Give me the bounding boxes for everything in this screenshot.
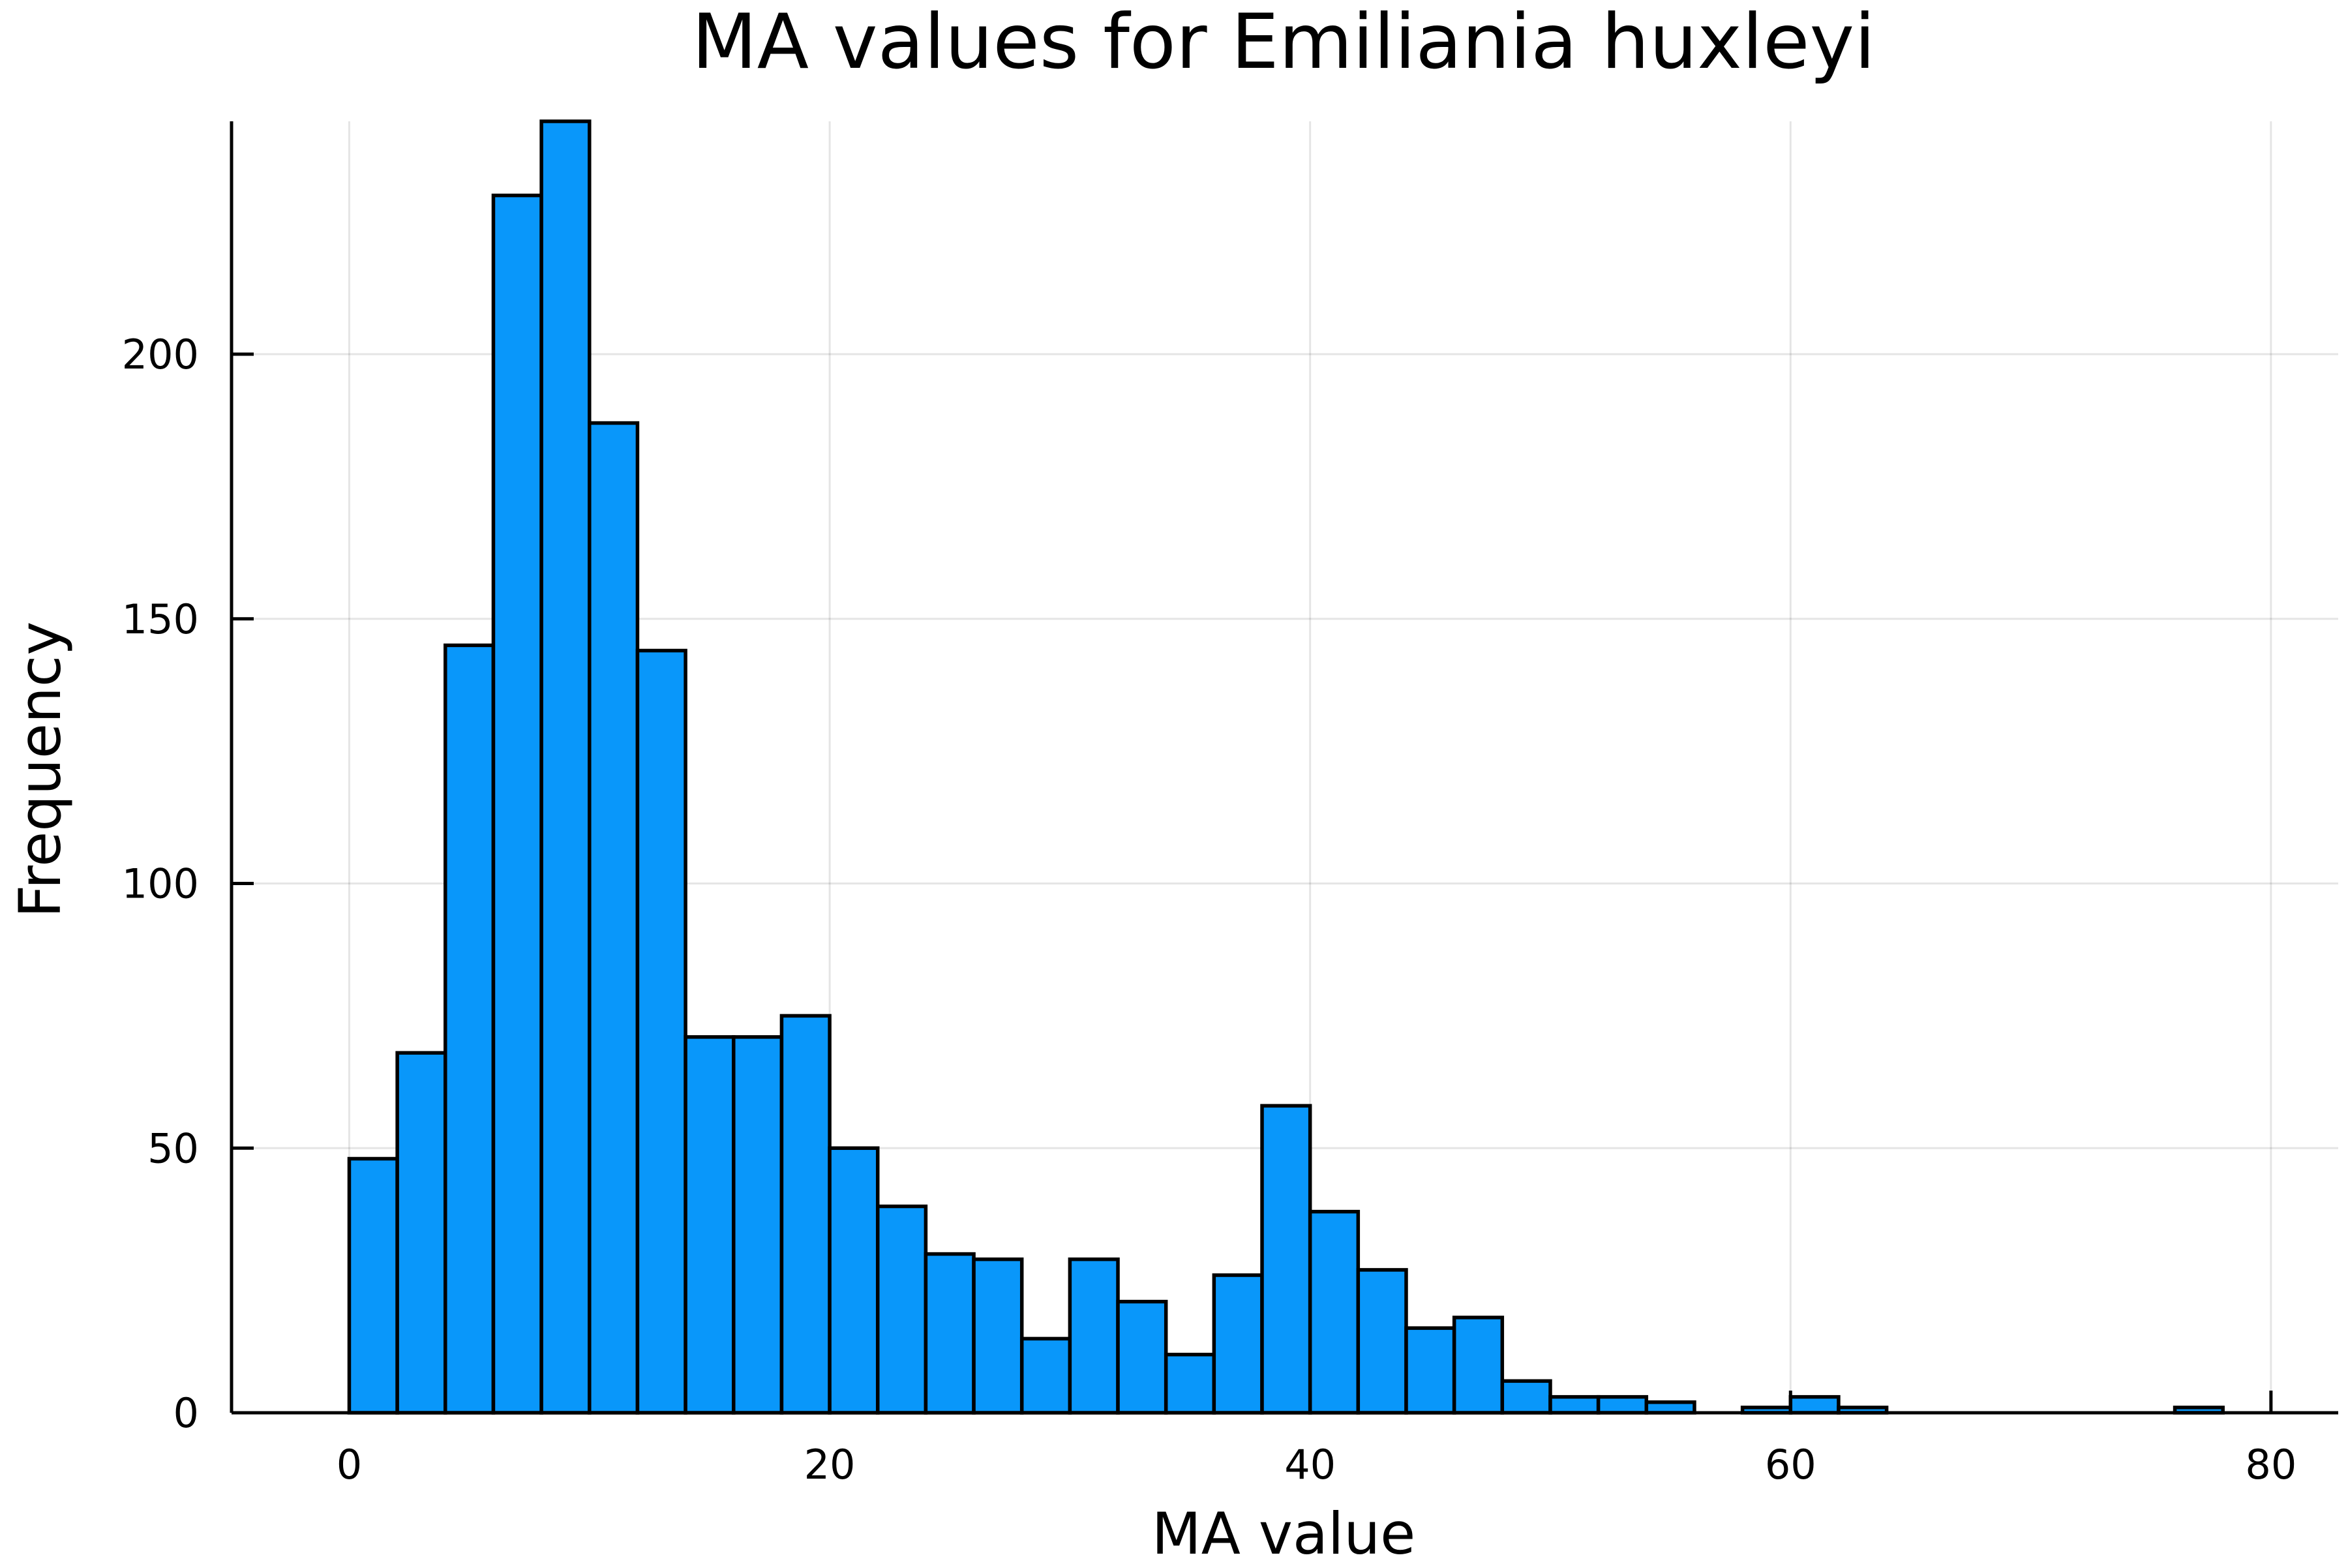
y-tick-label: 0 [173, 1389, 199, 1437]
histogram-bar [924, 1252, 976, 1415]
histogram-bar [1452, 1316, 1505, 1415]
histogram-bar [1404, 1326, 1456, 1415]
axes-layer [230, 121, 2338, 1415]
histogram-bar [1212, 1273, 1264, 1415]
histogram-bar [1356, 1268, 1408, 1415]
histogram-bar [1260, 1104, 1312, 1415]
histogram-bar [972, 1257, 1024, 1415]
histogram-bar [779, 1014, 832, 1415]
x-tick-label: 40 [1284, 1441, 1336, 1488]
bars-layer [347, 119, 2225, 1415]
histogram-bar [1500, 1379, 1552, 1415]
x-tick-label: 60 [1765, 1441, 1816, 1488]
histogram-bar [1068, 1257, 1120, 1415]
histogram-bar [395, 1051, 447, 1415]
y-tick-label: 150 [122, 596, 199, 643]
histogram-bar [1164, 1352, 1216, 1415]
histogram-bar [1308, 1209, 1361, 1415]
y-tick-label: 100 [122, 860, 199, 908]
x-tick-label: 80 [2245, 1441, 2296, 1488]
x-tick-label: 20 [804, 1441, 856, 1488]
histogram-bar [635, 648, 687, 1415]
histogram-bar [1548, 1395, 1601, 1415]
histogram-bar [1788, 1395, 1841, 1415]
histogram-bar [588, 421, 640, 1415]
histogram-bar [491, 193, 543, 1415]
histogram-bar [1116, 1299, 1168, 1415]
ticks-layer: 0 20 40 60 80 0 50 100 150 200 [122, 331, 2297, 1488]
histogram-bar [1596, 1395, 1649, 1415]
histogram-bar [731, 1035, 784, 1415]
x-tick-label: 0 [337, 1441, 362, 1488]
histogram-bar [875, 1204, 928, 1415]
chart-title: MA values for Emiliania huxleyi [692, 0, 1876, 86]
y-axis-label: Frequency [7, 622, 74, 918]
y-tick-label: 200 [122, 331, 199, 378]
histogram-bar [539, 119, 592, 1415]
histogram-bar [684, 1035, 736, 1415]
y-tick-label: 50 [147, 1124, 199, 1172]
histogram-bar [1019, 1336, 1072, 1415]
histogram-bar [444, 643, 496, 1415]
histogram-bar [828, 1146, 880, 1415]
x-axis-label: MA value [1152, 1500, 1415, 1565]
histogram-bar [347, 1156, 399, 1415]
